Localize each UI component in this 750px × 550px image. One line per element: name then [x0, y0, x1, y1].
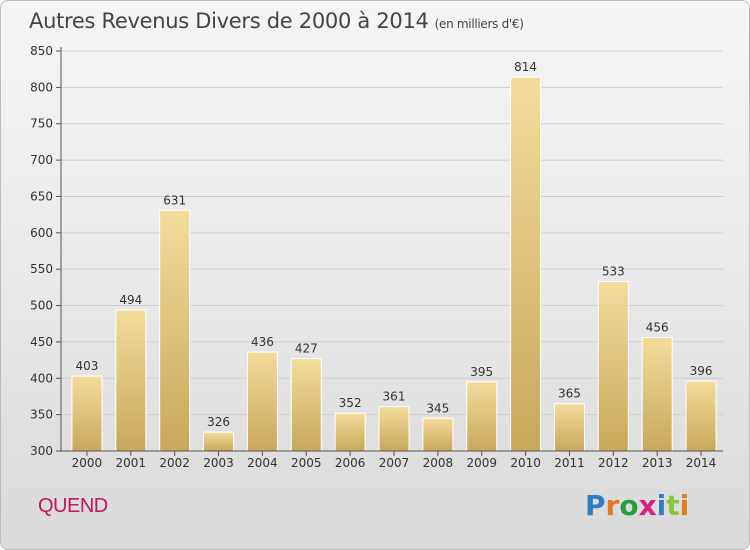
bar-value-label: 533 [602, 265, 625, 279]
bar-2002 [159, 209, 191, 452]
y-tick-label: 400 [30, 371, 53, 385]
x-tick-label: 2012 [598, 456, 629, 470]
x-tick-label: 2000 [72, 456, 103, 470]
logo-letter: P [585, 489, 606, 522]
chart-title-text: Autres Revenus Divers de 2000 à 2014 [29, 9, 429, 33]
x-tick-label: 2005 [291, 456, 322, 470]
logo-letter: i [679, 489, 690, 522]
chart-title: Autres Revenus Divers de 2000 à 2014 (en … [29, 9, 524, 33]
bar-value-label: 352 [339, 396, 362, 410]
bar-value-label: 396 [690, 364, 713, 378]
bar-2012 [597, 281, 629, 452]
x-tick-label: 2001 [116, 456, 147, 470]
bar-2001 [115, 309, 147, 452]
logo-letter: r [605, 489, 620, 522]
logo-letter: i [656, 489, 667, 522]
axes [56, 47, 723, 456]
bar-2005 [290, 358, 322, 452]
x-tick-label: 2010 [510, 456, 541, 470]
bar-value-label: 427 [295, 342, 318, 356]
y-tick-label: 450 [30, 335, 53, 349]
bar-value-label: 361 [383, 390, 406, 404]
bar-value-label: 631 [163, 193, 186, 207]
y-tick-label: 350 [30, 408, 53, 422]
x-tick-label: 2014 [686, 456, 717, 470]
bar-2004 [246, 351, 278, 452]
bar-2000 [71, 375, 103, 452]
labels: 300 350 400 450 500 550 600 650 700 750 800 850 403 2… [30, 44, 716, 470]
bar-2014 [685, 380, 717, 452]
bar-value-label: 436 [251, 335, 274, 349]
bar-value-label: 403 [75, 359, 98, 373]
y-tick-label: 700 [30, 153, 53, 167]
logo-letter: t [666, 489, 680, 522]
logo-letter: x [638, 489, 657, 522]
bar-value-label: 345 [426, 401, 449, 415]
bar-2008 [422, 417, 454, 452]
x-tick-label: 2003 [203, 456, 234, 470]
x-tick-label: 2008 [423, 456, 454, 470]
bar-value-label: 494 [119, 293, 142, 307]
bar-2006 [334, 412, 366, 452]
logo-letter: o [619, 489, 639, 522]
commune-name: QUEND [38, 495, 108, 517]
bar-2009 [466, 381, 498, 452]
x-tick-label: 2013 [642, 456, 673, 470]
bar-2010 [510, 76, 542, 452]
bars [71, 76, 717, 452]
x-tick-label: 2002 [159, 456, 190, 470]
x-tick-label: 2011 [554, 456, 585, 470]
proxiti-logo: Proxiti [585, 489, 689, 522]
y-tick-label: 800 [30, 80, 53, 94]
x-tick-label: 2009 [466, 456, 497, 470]
bar-value-label: 814 [514, 60, 537, 74]
bar-2011 [553, 403, 585, 452]
y-tick-label: 300 [30, 444, 53, 458]
bar-2007 [378, 406, 410, 452]
bar-value-label: 395 [470, 365, 493, 379]
bar-2003 [203, 431, 235, 452]
x-tick-label: 2006 [335, 456, 366, 470]
x-tick-label: 2007 [379, 456, 410, 470]
bar-value-label: 365 [558, 387, 581, 401]
bar-value-label: 326 [207, 415, 230, 429]
y-tick-label: 650 [30, 189, 53, 203]
y-tick-label: 600 [30, 226, 53, 240]
bar-value-label: 456 [646, 321, 669, 335]
chart-unit: (en milliers d'€) [434, 17, 524, 31]
bar-2013 [641, 337, 673, 452]
x-tick-label: 2004 [247, 456, 278, 470]
y-tick-label: 850 [30, 44, 53, 58]
y-tick-label: 750 [30, 117, 53, 131]
y-tick-label: 500 [30, 299, 53, 313]
y-tick-label: 550 [30, 262, 53, 276]
